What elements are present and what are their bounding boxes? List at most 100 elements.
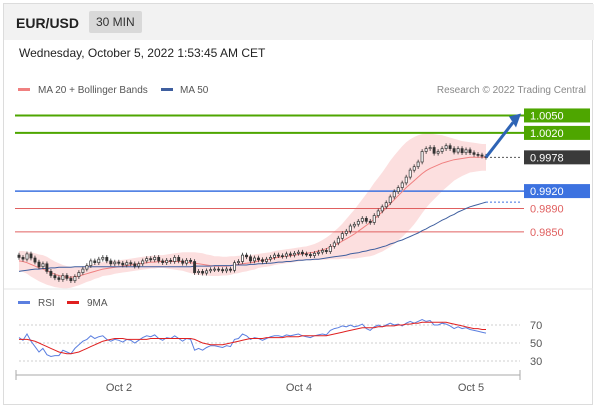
ma50-line xyxy=(18,201,487,272)
price-candle xyxy=(336,237,340,244)
price-candle xyxy=(45,263,49,272)
price-candle xyxy=(368,220,372,223)
price-candle xyxy=(249,256,252,262)
price-candle xyxy=(440,148,444,152)
price-candle xyxy=(49,271,53,276)
price-candle xyxy=(356,220,360,225)
level-label-1.0050: 1.0050 xyxy=(530,110,564,122)
price-candle xyxy=(241,254,244,262)
price-candle xyxy=(300,251,304,255)
legend-swatch-bollinger xyxy=(18,88,30,91)
forecast-arrow-shaft xyxy=(484,121,515,159)
timestamp: Wednesday, October 5, 2022 1:53:45 AM CE… xyxy=(19,46,266,60)
level-label-0.9920: 0.9920 xyxy=(530,186,564,198)
price-candle xyxy=(364,218,368,222)
instrument-label: EUR/USD xyxy=(16,15,80,31)
price-candle xyxy=(396,187,400,193)
price-candle xyxy=(468,149,472,154)
price-candle xyxy=(89,260,93,266)
price-candle xyxy=(185,259,189,264)
bollinger-band xyxy=(19,133,486,289)
price-candle xyxy=(173,257,177,262)
legend-swatch-ma50 xyxy=(161,88,173,91)
price-candle xyxy=(69,278,73,282)
legend-label-rsi: RSI xyxy=(38,298,55,309)
price-candle xyxy=(233,262,236,271)
price-candle xyxy=(101,257,105,260)
price-candle xyxy=(149,258,153,261)
x-tick-label: Oct 5 xyxy=(458,382,484,394)
timeframe-badge[interactable]: 30 MIN xyxy=(89,11,142,33)
price-candle xyxy=(372,215,376,223)
credit-text: Research © 2022 Trading Central xyxy=(437,85,586,96)
price-candle xyxy=(448,145,452,149)
price-candle xyxy=(308,254,312,257)
price-candle xyxy=(304,253,308,256)
price-candle xyxy=(201,271,205,274)
price-candle xyxy=(253,257,256,262)
rsi-tick-label: 70 xyxy=(530,320,542,332)
price-candle xyxy=(157,257,161,262)
legend-swatch-ma9 xyxy=(67,301,79,304)
price-candle xyxy=(452,148,456,153)
forecast-arrow-head xyxy=(509,113,521,128)
price-candle xyxy=(480,154,484,157)
price-candle xyxy=(269,257,272,260)
price-candle xyxy=(145,258,149,262)
price-candle xyxy=(408,169,412,178)
price-candle xyxy=(388,196,392,204)
price-candle xyxy=(125,262,129,266)
level-label-0.9890: 0.9890 xyxy=(530,204,564,216)
price-candle xyxy=(332,242,336,247)
price-candle xyxy=(292,252,296,256)
price-candle xyxy=(177,257,181,262)
level-tag-0.9978 xyxy=(524,150,590,165)
price-candle xyxy=(225,268,229,272)
price-candle xyxy=(400,182,404,188)
price-candle xyxy=(61,275,65,280)
price-candle xyxy=(85,265,89,270)
price-candle xyxy=(296,251,300,254)
price-candle xyxy=(245,254,248,258)
price-candle xyxy=(432,147,436,154)
legend-label-ma9: 9MA xyxy=(87,298,108,309)
price-candle xyxy=(77,272,81,277)
price-candle xyxy=(189,259,193,262)
price-candle xyxy=(221,269,225,272)
level-tag-0.9920 xyxy=(524,184,590,199)
price-candle xyxy=(209,269,213,272)
x-tick-label: Oct 4 xyxy=(286,382,312,394)
price-candle xyxy=(117,261,121,264)
price-candle xyxy=(57,277,61,280)
price-candle xyxy=(456,148,460,153)
price-candle xyxy=(472,152,476,155)
price-candle xyxy=(428,147,432,150)
price-candle xyxy=(352,223,356,227)
price-candle xyxy=(161,260,165,263)
price-candle xyxy=(169,259,173,262)
price-candle xyxy=(320,250,324,253)
chart-widget: EUR/USD 30 MIN Wednesday, October 5, 202… xyxy=(3,3,594,405)
price-candle xyxy=(97,258,101,264)
price-candle xyxy=(165,259,169,263)
price-candle xyxy=(17,254,21,258)
price-candle xyxy=(113,261,117,265)
price-candle xyxy=(444,145,448,149)
price-candle xyxy=(416,161,420,168)
price-candle xyxy=(205,270,209,274)
legend-swatch-rsi xyxy=(18,301,30,304)
legend-label-ma50: MA 50 xyxy=(180,85,209,96)
price-candle xyxy=(340,233,344,239)
price-candle xyxy=(392,191,396,198)
price-candle xyxy=(257,257,260,261)
price-candle xyxy=(133,263,137,267)
price-candle xyxy=(265,258,268,262)
price-candle xyxy=(280,255,284,258)
price-candle xyxy=(424,148,428,152)
price-candle xyxy=(328,246,332,252)
legend-label-bollinger: MA 20 + Bollinger Bands xyxy=(38,85,148,96)
price-candle xyxy=(37,261,41,268)
price-candle xyxy=(273,254,276,258)
level-label-0.9978: 0.9978 xyxy=(530,152,564,164)
